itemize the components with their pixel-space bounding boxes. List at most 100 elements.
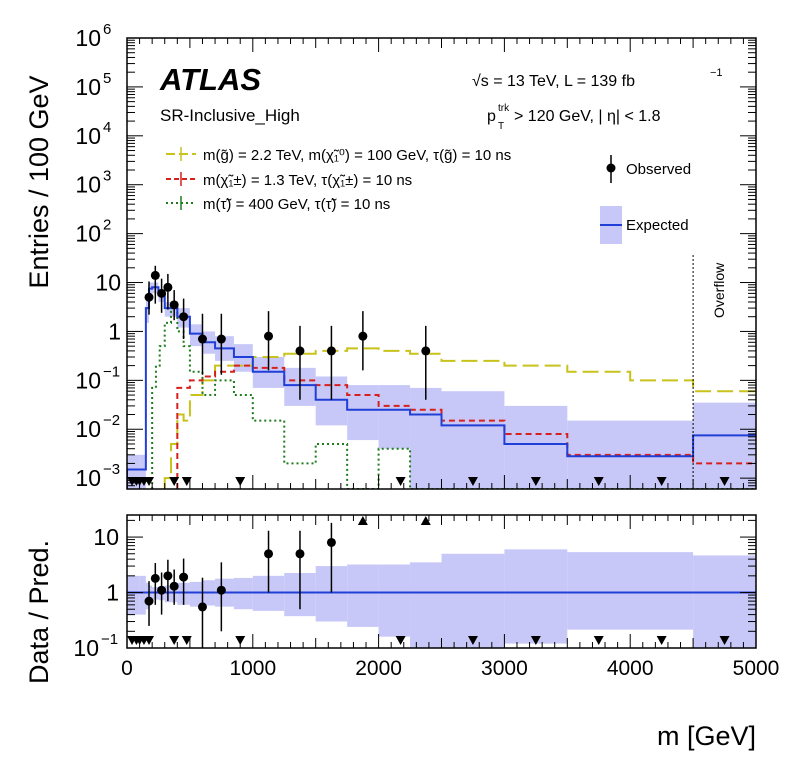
expected-band-bin [149,282,153,298]
expected-histogram-line [127,286,756,489]
ratio-band-bin [410,562,442,648]
zero-entry-triangle [656,477,667,486]
expected-band-bin [504,405,568,489]
expected-band-bin [139,454,146,489]
ratio-zero-triangle [181,636,192,645]
y-tick-label-exponent: 3 [103,168,111,185]
region-label: SR-Inclusive_High [160,106,300,125]
legend-observed-marker [606,163,616,173]
x-tick-label: 0 [121,657,133,680]
y-tick-label-base: 10 [75,221,101,247]
ratio-zero-triangle [719,636,730,645]
observed-point [150,270,160,280]
observed-point [197,334,207,344]
overflow-label: Overflow [711,262,727,318]
ratio-point [179,572,189,582]
observed-point [179,312,189,322]
experiment-label: ATLAS [159,62,261,97]
ratio-band-bin [504,549,568,644]
ratio-y-tick-label: 1 [106,580,119,606]
observed-point [264,331,274,341]
y-tick-label: 1 [108,318,121,344]
ratio-up-triangle [357,516,368,525]
y-tick-label-exponent: 5 [103,70,111,87]
x-tick-label: 5000 [733,657,780,680]
signal-gluino-histogram [163,347,756,489]
ratio-zero-triangle [530,636,541,645]
energy-label-exponent: −1 [710,67,723,79]
ratio-y-tick-label-base: 10 [73,635,99,661]
ratio-band-bin [189,581,203,607]
legend-gluino-label: m(g̃) = 2.2 TeV, m(χ̃₁⁰) = 100 GeV, τ(g̃… [203,147,511,164]
ratio-band-bin [567,552,694,630]
zero-entry-triangle [530,477,541,486]
ratio-point [264,549,274,559]
zero-entry-markers [127,477,730,486]
top-y-axis-title: Entries / 100 GeV [24,75,54,288]
ratio-y-tick-label-exponent: −1 [101,631,118,648]
x-tick-label: 2000 [355,657,402,680]
zero-entry-triangle [235,477,246,486]
legend-expected-label: Expected [626,217,689,234]
ratio-band-bin [233,577,253,610]
signal-chargino-histogram [176,364,756,489]
ratio-zero-triangle [467,636,478,645]
energy-label: √s = 13 TeV, L = 139 fb [472,73,635,90]
ratio-band-bin [378,564,411,637]
ratio-band-bin [145,582,150,610]
ratio-zero-triangle [593,636,604,645]
signal-stau-histogram [151,307,756,489]
y-tick-label-base: 10 [75,367,101,393]
y-tick-label-base: 10 [75,123,101,149]
ratio-y-tick-label: 10 [93,524,119,550]
cut-label-sub: T [498,121,504,132]
zero-entry-triangle [169,477,180,486]
y-tick-label-base: 10 [75,416,101,442]
ratio-point [144,596,154,606]
ratio-zero-triangle [235,636,246,645]
y-tick-label-exponent: −1 [103,363,120,380]
ratio-zero-triangle [656,636,667,645]
expected-band-bin [347,385,379,441]
ratio-point [163,571,173,581]
zero-entry-triangle [467,477,478,486]
expected-band-bin [410,387,442,489]
x-tick-label: 3000 [481,657,528,680]
observed-point [216,334,226,344]
y-tick-label-base: 10 [75,465,101,491]
expected-band-bin [378,385,411,449]
x-tick-label: 1000 [229,657,276,680]
expected-band-bin [693,402,756,489]
ratio-point [326,537,336,547]
y-tick-label-base: 10 [75,172,101,198]
ratio-point [216,585,226,595]
legend-stau-label: m(τ̃) = 400 GeV, τ(τ̃) = 10 ns [203,196,390,213]
zero-entry-triangle [593,477,604,486]
ratio-point [169,581,179,591]
y-tick-label-exponent: −2 [103,412,120,429]
zero-entry-triangle [395,477,406,486]
y-tick-label-exponent: 6 [103,21,111,38]
signal-histograms [151,307,756,489]
ratio-band-bin [139,575,146,615]
cut-label-sup: trk [498,103,510,114]
observed-data-points [144,265,431,400]
ratio-point [157,585,167,595]
y-tick-label-base: 10 [75,74,101,100]
ratio-band-bin [441,553,505,648]
ratio-point [150,573,160,583]
observed-point [295,346,305,356]
observed-point [157,288,167,298]
ratio-data-points [127,516,730,648]
y-tick-label: 10 [95,270,121,296]
legend-observed-label: Observed [626,161,691,178]
observed-point [421,346,431,356]
observed-point [144,292,154,302]
y-tick-label-exponent: 2 [103,217,111,234]
observed-point [326,346,336,356]
x-axis-title: m [GeV] [657,721,756,751]
x-tick-label: 4000 [607,657,654,680]
